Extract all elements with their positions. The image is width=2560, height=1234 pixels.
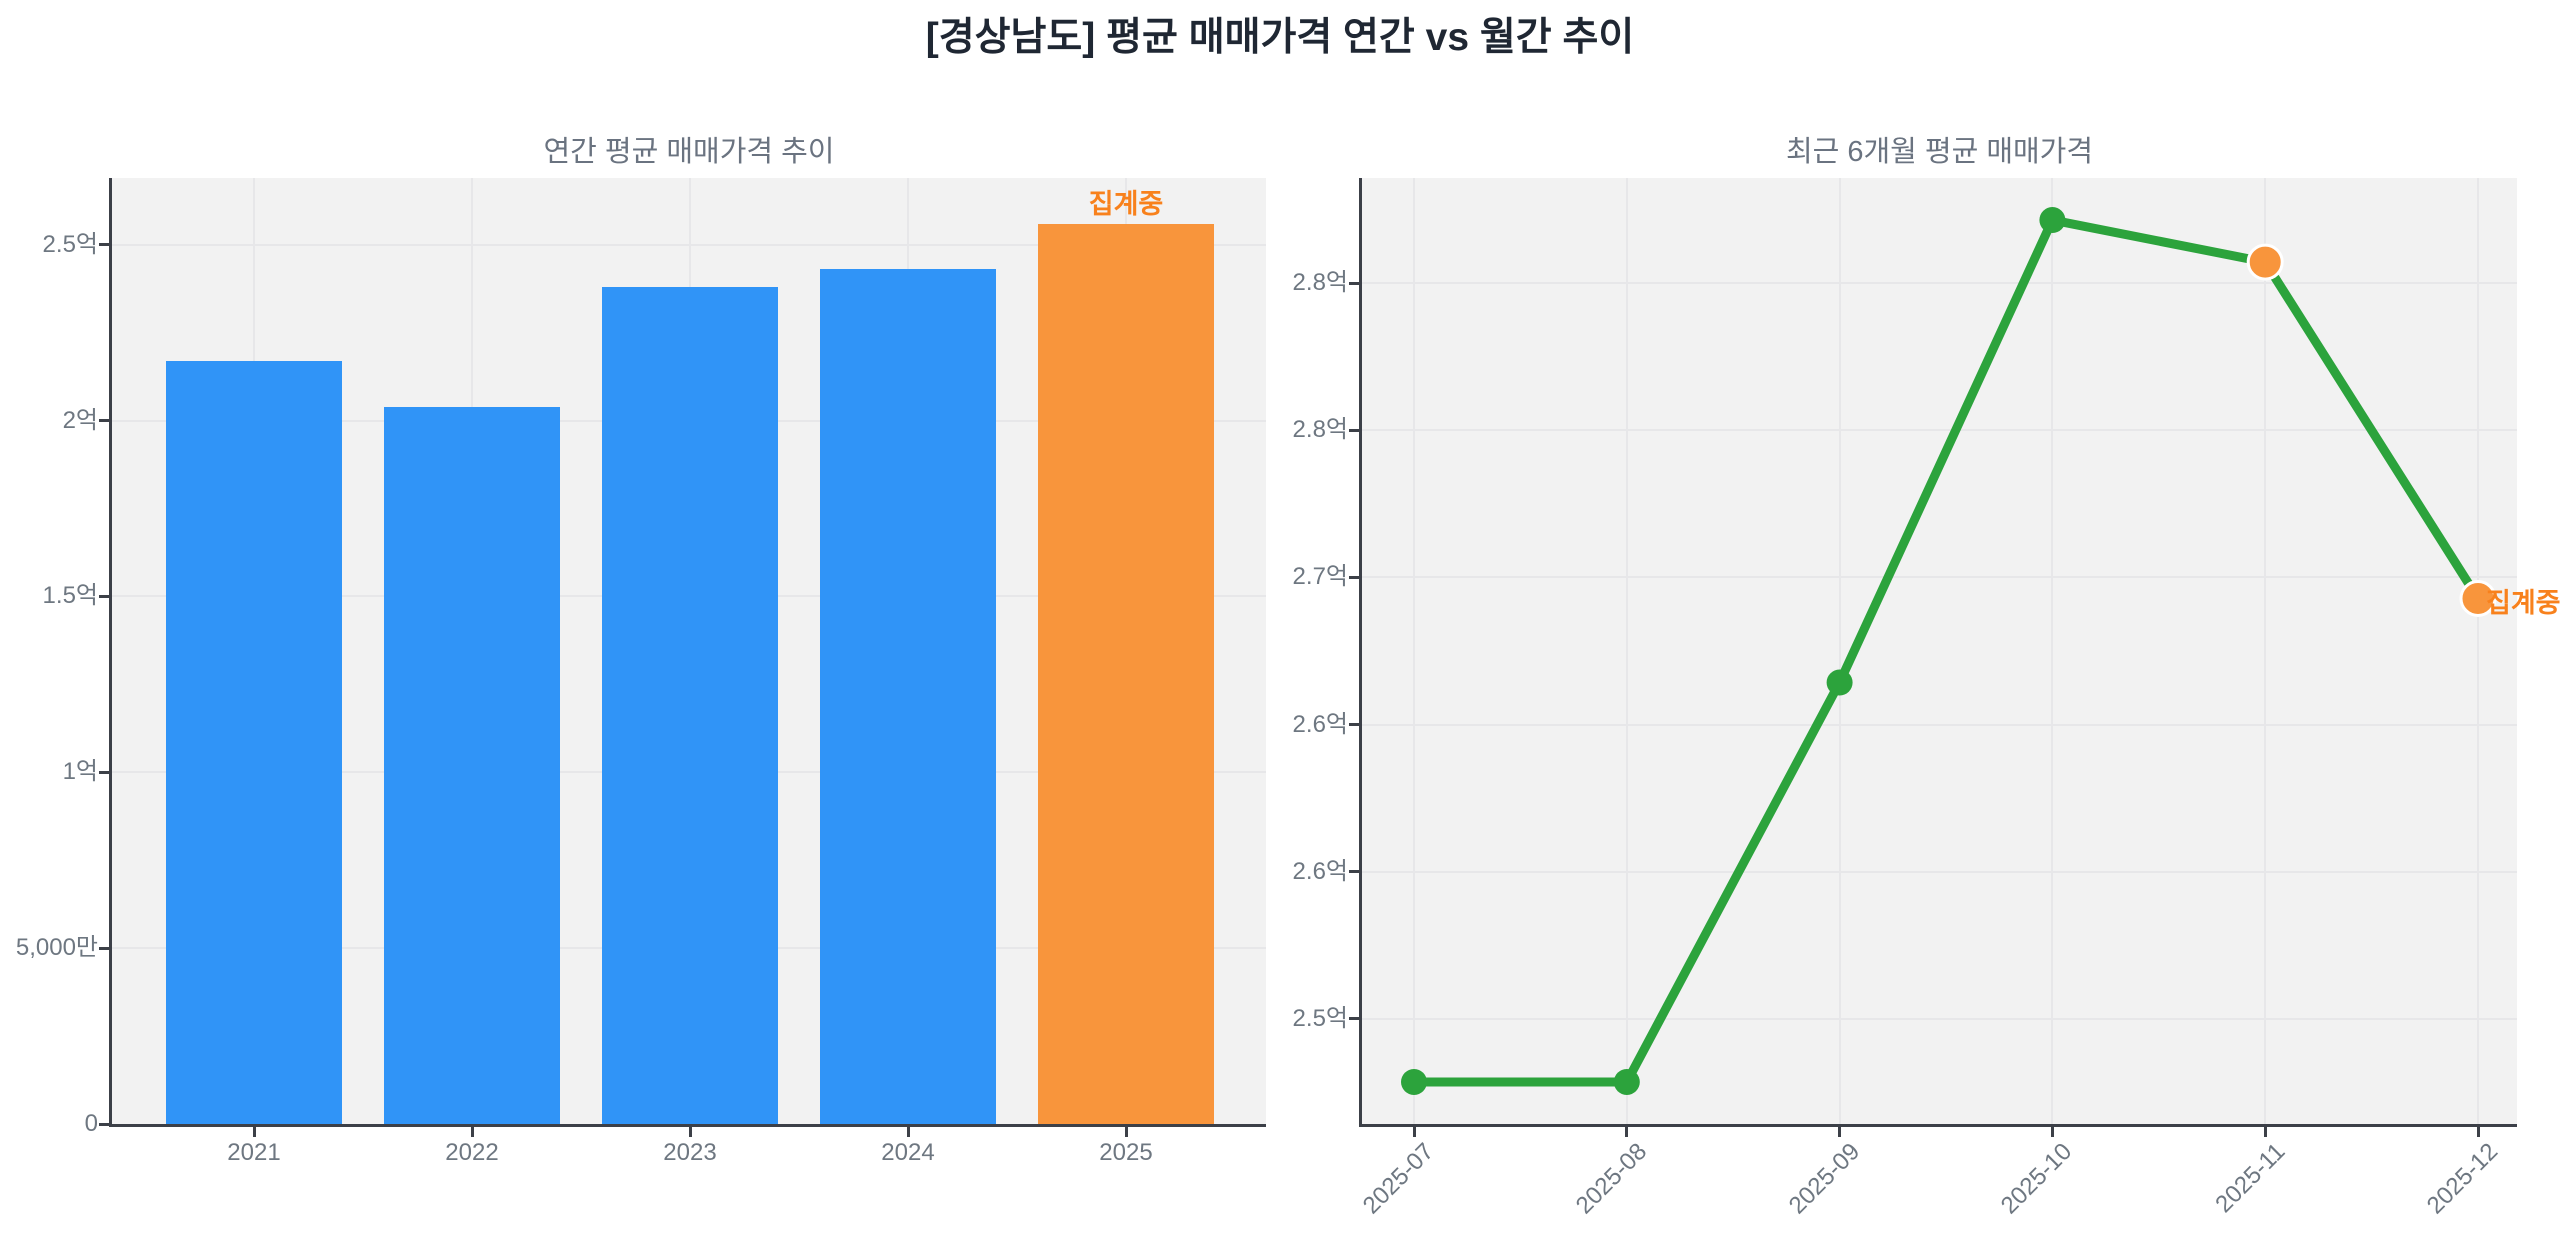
- bar-chart-plot-area: [99, 178, 1266, 1137]
- data-point-2025-11[interactable]: [2246, 243, 2284, 281]
- y-tick-label-4: 2억: [62, 406, 98, 434]
- y-tick-label-4: 2.6억: [1292, 857, 1348, 885]
- x-gridline: [1838, 178, 1841, 1124]
- bar-2023[interactable]: [602, 287, 778, 1124]
- y-tick-label-5: 2.5억: [42, 230, 98, 258]
- y-axis-line: [1359, 178, 1362, 1127]
- line-chart-title: 최근 6개월 평균 매매가격: [1785, 136, 2094, 168]
- y-tick-label-2: 1억: [62, 758, 98, 786]
- y-tick-label-5: 2.5억: [1292, 1004, 1348, 1032]
- point-aggregating-badge: 집계중: [2486, 588, 2560, 619]
- y-tick-mark: [1349, 723, 1359, 727]
- y-tick-label-0: 0: [84, 1110, 98, 1137]
- y-gridline: [1362, 870, 2517, 873]
- bar-chart-title: 연간 평균 매매가격 추이: [543, 136, 835, 168]
- x-tick-mark: [1838, 1127, 1842, 1137]
- y-tick-label-3: 2.6억: [1292, 710, 1348, 738]
- x-axis-line: [1359, 1124, 2517, 1127]
- x-tick-label-2025-10: 2025-10: [1996, 1138, 2078, 1220]
- x-gridline: [1625, 178, 1628, 1124]
- y-gridline: [1362, 429, 2517, 432]
- x-gridline: [2477, 178, 2479, 1124]
- y-tick-mark: [1349, 870, 1359, 874]
- x-tick-label-2025-08: 2025-08: [1570, 1138, 1652, 1220]
- y-gridline: [1362, 282, 2517, 285]
- x-tick-label-2025-07: 2025-07: [1357, 1138, 1440, 1220]
- y-tick-mark: [99, 419, 109, 423]
- x-gridline: [2051, 178, 2054, 1124]
- bar-2022[interactable]: [384, 406, 560, 1124]
- data-point-2025-09[interactable]: [1826, 669, 1853, 696]
- y-tick-label-1: 5,000만: [15, 934, 98, 962]
- x-tick-mark: [1625, 1127, 1629, 1137]
- y-tick-mark: [99, 594, 109, 598]
- y-tick-mark: [99, 770, 109, 774]
- data-point-2025-12[interactable]: [2459, 579, 2497, 617]
- x-tick-mark: [1412, 1127, 1416, 1137]
- x-tick-label-2025-11: 2025-11: [2210, 1138, 2291, 1219]
- x-tick-mark: [2050, 1127, 2054, 1137]
- x-tick-mark: [252, 1127, 256, 1137]
- x-tick-mark: [906, 1127, 910, 1137]
- y-tick-mark: [99, 243, 109, 247]
- x-tick-label-2021: 2021: [227, 1139, 281, 1166]
- bar-2024[interactable]: [820, 269, 996, 1124]
- bar-2025[interactable]: [1038, 223, 1214, 1124]
- y-gridline: [1362, 723, 2517, 726]
- y-tick-label-1: 2.8억: [1292, 416, 1348, 444]
- data-point-2025-07[interactable]: [1401, 1068, 1427, 1095]
- x-gridline: [1413, 178, 1415, 1124]
- bar-aggregating-badge: 집계중: [1088, 188, 1164, 219]
- x-tick-mark: [2476, 1127, 2480, 1137]
- x-tick-label-2025-12: 2025-12: [2421, 1138, 2504, 1220]
- y-tick-mark: [99, 1122, 109, 1126]
- x-tick-label-2025: 2025: [1099, 1139, 1153, 1166]
- y-tick-mark: [1349, 281, 1359, 285]
- x-tick-mark: [2263, 1127, 2267, 1137]
- y-axis-line: [109, 178, 112, 1127]
- y-tick-label-2: 2.7억: [1292, 563, 1348, 591]
- y-tick-mark: [1349, 1017, 1359, 1021]
- y-tick-label-3: 1.5억: [42, 582, 98, 610]
- data-point-2025-10[interactable]: [2039, 207, 2066, 234]
- x-tick-label-2022: 2022: [445, 1139, 499, 1166]
- y-tick-mark: [1349, 575, 1359, 579]
- y-tick-mark: [1349, 428, 1359, 432]
- y-tick-label-0: 2.8억: [1292, 269, 1348, 297]
- line-chart-plot-area: [1349, 178, 2517, 1137]
- y-tick-mark: [99, 946, 109, 950]
- bar-2021[interactable]: [166, 360, 342, 1124]
- y-gridline: [1362, 576, 2517, 579]
- data-point-2025-08[interactable]: [1613, 1068, 1640, 1095]
- x-axis-line: [109, 1124, 1266, 1127]
- x-tick-label-2024: 2024: [881, 1139, 935, 1166]
- page-title: [경상남도] 평균 매매가격 연간 vs 월간 추이: [925, 16, 1635, 59]
- x-tick-label-2025-09: 2025-09: [1783, 1138, 1865, 1220]
- x-tick-mark: [688, 1127, 692, 1137]
- x-tick-label-2023: 2023: [663, 1139, 717, 1166]
- price-line-series: [1401, 207, 2497, 1095]
- x-tick-mark: [1124, 1127, 1128, 1137]
- trend-line: [1409, 215, 2483, 1087]
- x-gridline: [2264, 178, 2267, 1124]
- y-gridline: [1362, 1017, 2517, 1020]
- x-tick-mark: [470, 1127, 474, 1137]
